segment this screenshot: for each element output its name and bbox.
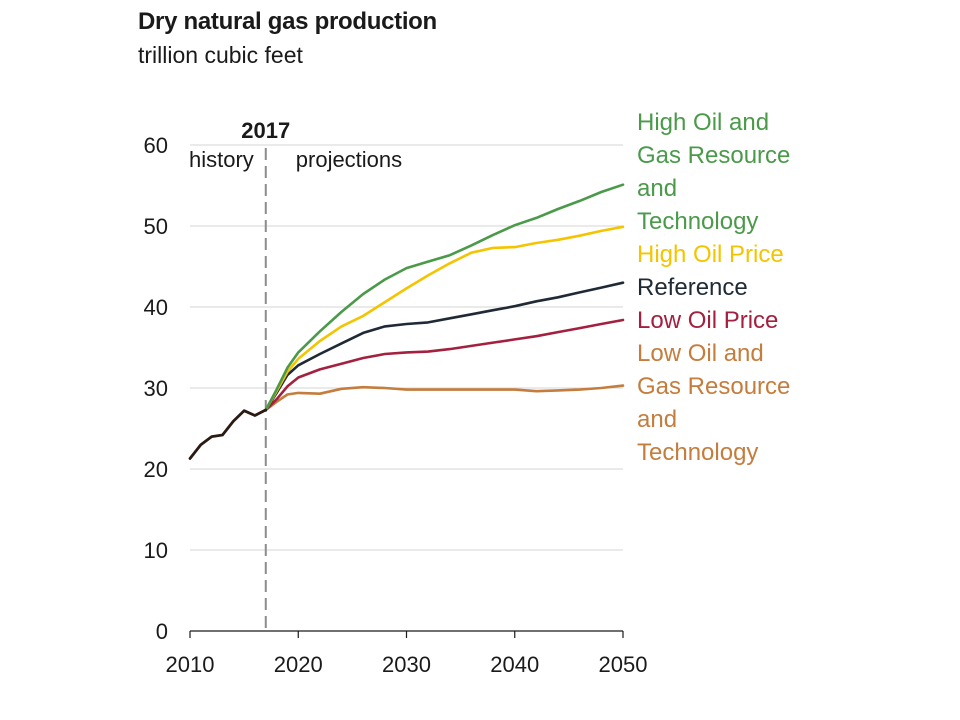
x-tick-label: 2040 [490, 652, 539, 677]
x-tick-label: 2010 [166, 652, 215, 677]
series-label: Gas Resource [637, 142, 790, 169]
series-lines [188, 183, 625, 460]
series-line [264, 384, 625, 412]
y-tick-label: 40 [144, 295, 168, 320]
series-label: Technology [637, 439, 758, 466]
y-tick-label: 10 [144, 538, 168, 563]
y-axis-ticks: 0 10 20 30 40 50 60 [144, 133, 168, 644]
gridlines [190, 144, 623, 551]
x-tick-label: 2030 [382, 652, 431, 677]
y-tick-label: 30 [144, 376, 168, 401]
series-label: High Oil Price [637, 241, 784, 268]
chart-subtitle: trillion cubic feet [138, 42, 303, 68]
series-line [264, 281, 625, 412]
y-tick-label: 20 [144, 457, 168, 482]
series-label: Low Oil Price [637, 307, 778, 334]
x-tick-label: 2050 [599, 652, 648, 677]
series-label: Technology [637, 208, 758, 235]
series-label: Low Oil and [637, 340, 764, 367]
series-labels: High Oil and Gas Resource and Technology Hig… [637, 109, 790, 466]
series-line [264, 183, 625, 412]
history-line [188, 408, 268, 460]
projection-divider: 2017 history projections [189, 118, 402, 631]
series-label: Reference [637, 274, 748, 301]
series-label: Gas Resource [637, 373, 790, 400]
y-tick-label: 50 [144, 214, 168, 239]
x-axis-ticks: 2010 2020 2030 2040 2050 [166, 631, 648, 677]
chart-title: Dry natural gas production [138, 8, 437, 35]
series-line [264, 318, 625, 412]
x-tick-label: 2020 [274, 652, 323, 677]
history-label: history [189, 147, 254, 172]
series-label: and [637, 406, 677, 433]
y-tick-label: 0 [156, 619, 168, 644]
series-label: and [637, 175, 677, 202]
y-tick-label: 60 [144, 133, 168, 158]
projections-label: projections [296, 147, 402, 172]
series-line [264, 225, 625, 412]
divider-year-label: 2017 [241, 118, 290, 143]
series-label: High Oil and [637, 109, 769, 136]
